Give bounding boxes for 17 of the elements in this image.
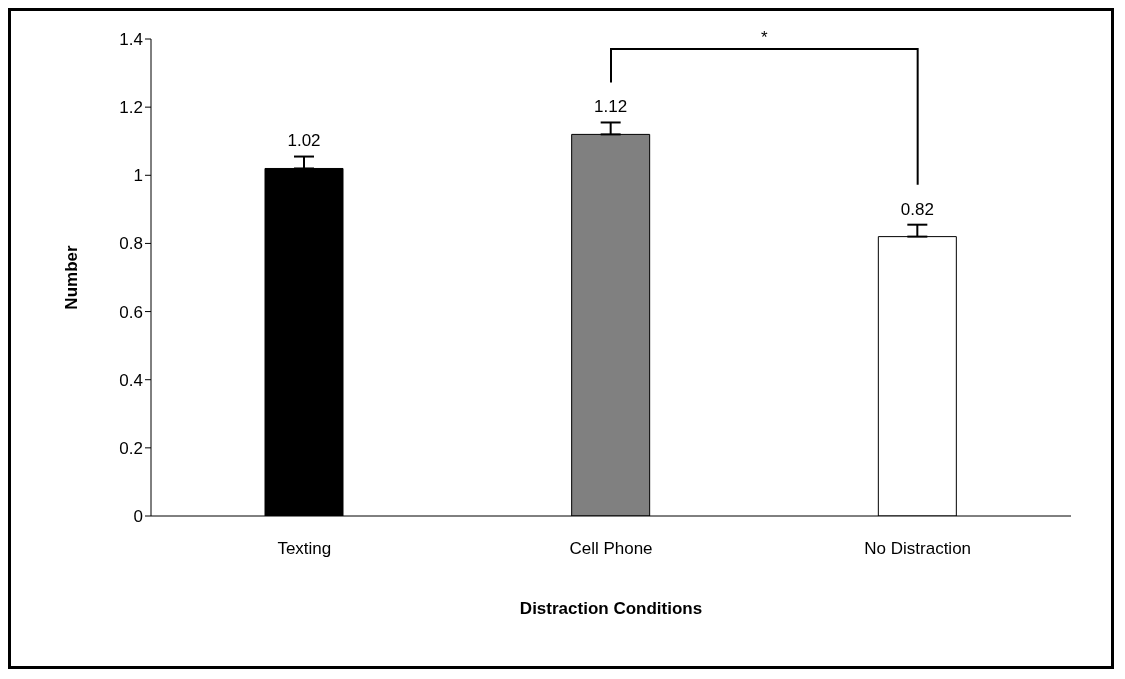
y-tick-label: 0 [133,507,143,527]
y-tick-label: 1.4 [119,30,143,50]
y-tick-label: 1 [133,166,143,186]
y-axis-title: Number [62,245,82,310]
y-tick-label: 0.4 [119,370,143,390]
data-label: 1.12 [594,97,628,117]
x-tick-label: No Distraction [864,539,972,559]
data-label: 1.02 [287,131,321,151]
y-tick-label: 0.8 [119,234,143,254]
y-tick-label: 0.6 [119,302,143,322]
y-tick-label: 1.2 [119,98,143,118]
y-tick-label: 0.2 [119,438,143,458]
annotation: * [761,28,769,47]
x-tick-label: Texting [277,539,332,559]
x-tick-label: Cell Phone [569,539,653,559]
x-axis-title: Distraction Conditions [519,599,703,618]
data-label: 0.82 [900,199,934,219]
